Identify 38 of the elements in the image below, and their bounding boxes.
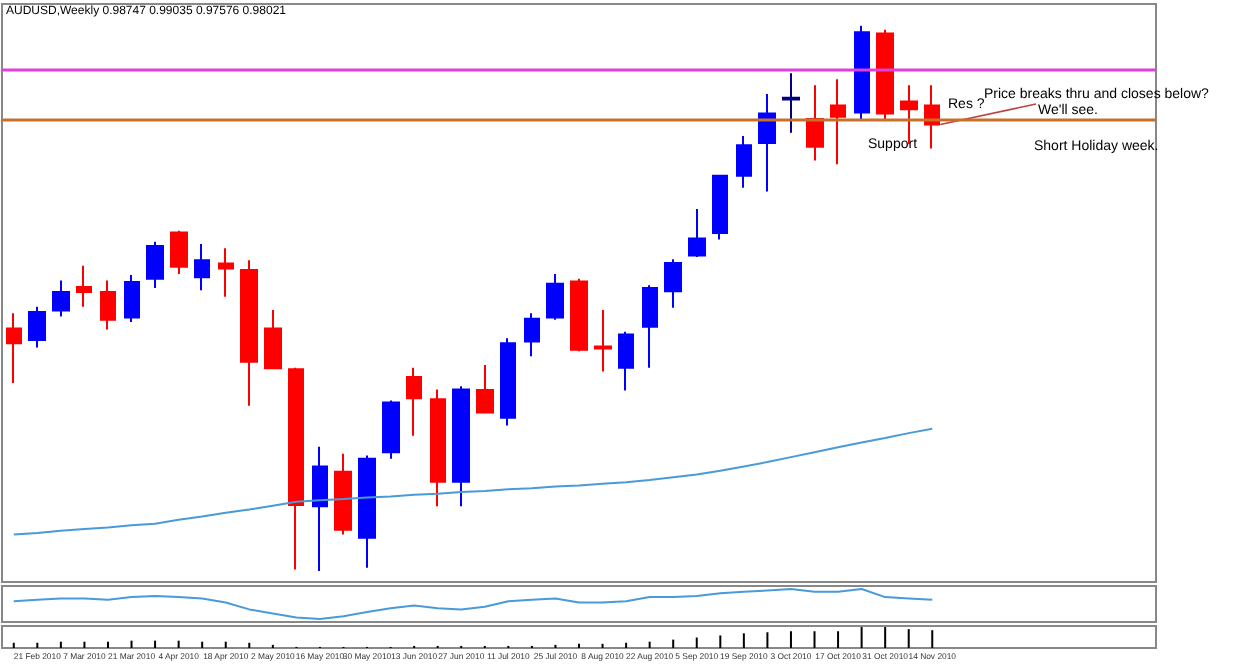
candlestick xyxy=(358,454,376,569)
candlestick xyxy=(312,445,328,573)
candlestick xyxy=(52,279,70,318)
candlestick xyxy=(524,312,540,358)
candlestick xyxy=(642,284,658,369)
candlestick xyxy=(830,78,846,166)
candlestick xyxy=(406,366,422,437)
candlestick xyxy=(758,92,776,193)
candlestick xyxy=(452,385,470,508)
candlestick xyxy=(28,305,46,349)
candlestick xyxy=(382,399,400,460)
candlestick xyxy=(736,134,752,189)
candlestick xyxy=(6,312,22,384)
candlestick xyxy=(264,308,282,371)
candlestick xyxy=(170,229,188,275)
candlestick xyxy=(782,72,800,134)
candlestick xyxy=(594,308,612,373)
candlestick xyxy=(570,277,588,353)
candlestick xyxy=(100,279,116,331)
candlestick xyxy=(876,28,894,121)
candlestick xyxy=(240,259,258,407)
candlestick xyxy=(688,208,706,259)
candlestick xyxy=(500,337,516,427)
candlestick xyxy=(76,264,92,308)
candlestick xyxy=(712,173,728,241)
candlestick xyxy=(124,274,140,323)
candlestick xyxy=(546,272,564,321)
candlestick xyxy=(476,363,494,414)
candlestick xyxy=(218,247,234,298)
candlestick xyxy=(288,366,304,571)
candlestick xyxy=(430,388,446,508)
candlestick xyxy=(194,242,210,292)
candlestick xyxy=(854,24,870,121)
candlestick xyxy=(664,258,682,309)
candlestick xyxy=(618,330,634,392)
candlestick xyxy=(146,240,164,290)
candlestick xyxy=(806,84,824,162)
candlestick xyxy=(334,452,352,536)
